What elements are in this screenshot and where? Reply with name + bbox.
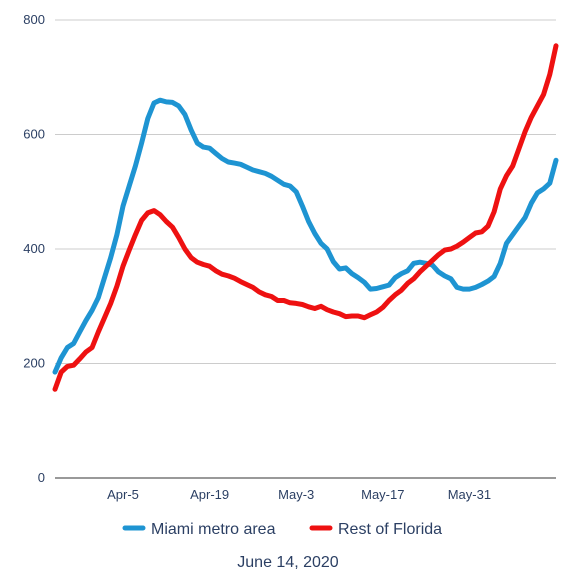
legend-label-miami: Miami metro area <box>151 521 276 538</box>
series-line-rest-of-florida <box>52 43 559 392</box>
y-tick-label: 600 <box>23 127 45 142</box>
y-tick-label: 800 <box>23 12 45 27</box>
legend-label-rest-of-florida: Rest of Florida <box>338 521 442 538</box>
x-tick-label: Apr-5 <box>107 487 139 502</box>
x-axis-ticks: Apr-5 Apr-19 May-3 May-17 May-31 <box>107 487 491 502</box>
x-tick-label: May-31 <box>448 487 491 502</box>
y-axis-ticks: 0 200 400 600 800 <box>23 12 45 485</box>
x-tick-label: Apr-19 <box>190 487 229 502</box>
y-tick-label: 400 <box>23 241 45 256</box>
x-tick-label: May-3 <box>278 487 314 502</box>
x-tick-label: May-17 <box>361 487 404 502</box>
chart-caption: June 14, 2020 <box>237 554 339 571</box>
series-lines <box>52 43 559 392</box>
y-tick-label: 0 <box>38 470 45 485</box>
y-tick-label: 200 <box>23 356 45 371</box>
legend: Miami metro area Rest of Florida <box>122 521 442 538</box>
grid <box>55 19 556 479</box>
series-line-miami-metro-area <box>52 97 559 375</box>
